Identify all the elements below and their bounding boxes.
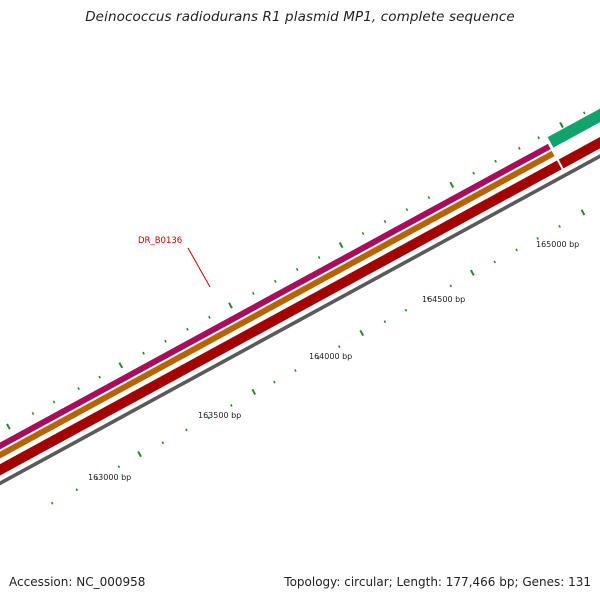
tick-mark	[185, 428, 188, 432]
scale-labels: 163000 bp 163500 bp 164000 bp 164500 bp …	[88, 240, 579, 482]
gene-feature	[558, 73, 600, 169]
tick-mark	[316, 356, 320, 360]
tick-mark-major	[137, 451, 142, 458]
scale-label: 163000 bp	[88, 473, 131, 482]
tick-mark	[164, 339, 167, 343]
tick-mark-major	[470, 269, 475, 276]
tick-mark	[273, 380, 276, 384]
scale-label: 164500 bp	[422, 295, 465, 304]
tick-mark	[537, 136, 540, 140]
tick-mark	[208, 315, 211, 319]
gene-feature	[0, 160, 562, 494]
summary-text: Topology: circular; Length: 177,466 bp; …	[284, 575, 591, 589]
tick-mark	[142, 351, 145, 355]
inner-tick-row	[50, 209, 586, 505]
tick-mark	[472, 171, 476, 175]
tick-mark	[427, 196, 431, 200]
tick-mark-major	[449, 181, 455, 188]
tick-mark	[117, 465, 121, 469]
magenta-feature-track	[0, 143, 551, 474]
tick-mark	[207, 416, 210, 420]
sequence-backbone	[0, 86, 600, 502]
scale-label: 163500 bp	[198, 411, 241, 420]
tick-mark	[361, 232, 365, 236]
tick-mark-major	[6, 423, 11, 430]
tick-mark-major	[118, 362, 124, 369]
tick-mark	[494, 159, 497, 163]
tick-mark	[295, 267, 299, 271]
reverse-strand-track	[0, 73, 600, 494]
tick-mark	[52, 400, 56, 404]
tick-mark	[338, 345, 341, 349]
tick-mark-major	[338, 242, 344, 249]
tick-mark	[582, 111, 586, 115]
tick-mark	[273, 279, 277, 283]
gene-callout[interactable]: DR_B0136	[138, 236, 211, 288]
tick-mark	[294, 369, 297, 372]
tick-mark-major	[359, 329, 365, 337]
tick-mark	[98, 375, 101, 379]
scale-label: 164000 bp	[309, 352, 352, 361]
map-title: Deinococcus radiodurans R1 plasmid MP1, …	[85, 9, 515, 25]
tick-mark	[230, 404, 233, 407]
tick-mark	[383, 220, 387, 224]
tick-mark	[558, 225, 561, 228]
tick-mark	[405, 208, 409, 212]
tick-mark	[426, 296, 430, 300]
green-feature	[547, 50, 600, 148]
tick-mark	[317, 255, 321, 259]
outer-tick-row	[6, 111, 586, 430]
tick-mark	[186, 327, 189, 331]
tick-mark	[95, 477, 99, 481]
tick-mark	[161, 441, 165, 445]
tick-mark	[515, 248, 518, 252]
tick-mark	[31, 412, 35, 416]
tick-mark	[77, 387, 80, 391]
tick-mark	[75, 488, 79, 492]
tick-mark	[404, 308, 408, 312]
tick-mark	[493, 260, 496, 264]
tick-mark-major	[580, 209, 586, 216]
gene-callout-leader	[187, 247, 211, 288]
tick-mark-major	[228, 302, 233, 309]
tick-mark-major	[251, 388, 257, 396]
tick-mark	[518, 146, 521, 150]
tick-mark	[251, 291, 255, 295]
orange-feature-track	[0, 150, 555, 481]
tick-mark	[449, 284, 453, 288]
scale-label: 165000 bp	[536, 240, 579, 249]
tick-mark	[50, 501, 54, 505]
tick-mark	[536, 236, 539, 240]
gene-callout-label[interactable]: DR_B0136	[138, 236, 182, 246]
accession-text: Accession: NC_000958	[9, 575, 146, 589]
tick-mark-major	[559, 121, 564, 129]
tick-mark	[383, 320, 387, 324]
